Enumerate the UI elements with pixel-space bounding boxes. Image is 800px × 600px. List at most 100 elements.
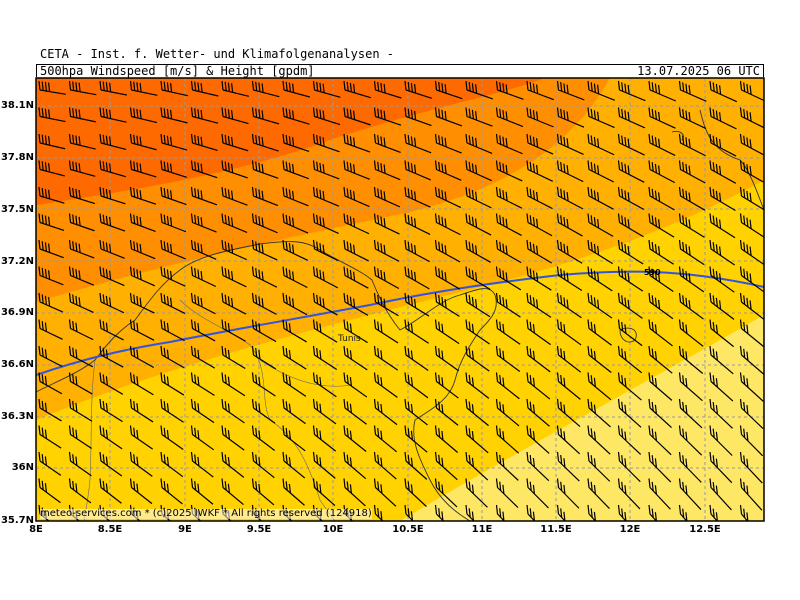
lat-tick-label: 37.5N [0, 204, 34, 215]
wind-barb [587, 345, 612, 373]
wind-barb [526, 213, 553, 237]
wind-barb [251, 292, 277, 315]
wind-barb [373, 451, 397, 480]
lon-tick-label: 9E [178, 524, 192, 535]
wind-barb [648, 213, 675, 238]
wind-barb [221, 133, 249, 152]
wind-barb [404, 292, 430, 317]
wind-barb [160, 186, 187, 206]
wind-barb [282, 266, 308, 289]
wind-barb [160, 292, 186, 314]
wind-barb [373, 133, 401, 153]
wind-barb [99, 345, 124, 368]
wind-barb [678, 504, 688, 521]
wind-barb [68, 478, 92, 504]
wind-barb [221, 266, 247, 288]
wind-barb [312, 372, 337, 398]
lon-tick-label: 8E [29, 524, 43, 535]
wind-barb [343, 80, 372, 99]
wind-barbs [38, 80, 764, 521]
wind-barb [38, 239, 64, 259]
lat-tick-label: 36.6N [0, 359, 34, 370]
wind-barb [373, 213, 400, 235]
wind-barb [343, 160, 370, 180]
wind-barb [434, 372, 459, 399]
wind-barb [68, 319, 94, 341]
wind-barb [648, 133, 676, 156]
wind-barb [556, 107, 585, 128]
wind-barb [526, 186, 553, 210]
wind-barb [251, 398, 276, 424]
wind-barb [648, 478, 671, 510]
wind-barb [221, 239, 247, 261]
wind-barb [129, 186, 157, 205]
wind-barb [68, 372, 93, 395]
wind-barb [739, 160, 764, 184]
wind-barb [160, 107, 188, 124]
wind-barb [312, 213, 339, 234]
wind-barb [373, 372, 398, 398]
wind-barb [404, 80, 433, 99]
wind-barb [343, 398, 367, 425]
wind-barb [434, 160, 462, 181]
wind-barb [678, 372, 703, 402]
wind-barb [587, 160, 615, 183]
wind-barb [190, 345, 216, 369]
lon-tick-label: 12.5E [689, 524, 721, 535]
wind-barb [251, 239, 278, 261]
wind-barb [251, 186, 279, 207]
wind-barb [190, 398, 215, 424]
wind-barb [434, 504, 445, 521]
wind-barb [251, 345, 277, 370]
wind-barb [282, 133, 310, 152]
wind-barb [404, 186, 431, 208]
wind-barb [709, 107, 737, 130]
lat-tick-label: 37.2N [0, 256, 34, 267]
wind-barb [648, 186, 675, 211]
wind-barb [251, 319, 277, 343]
wind-barb [495, 133, 523, 155]
wind-barb [38, 504, 50, 521]
wind-barb [190, 478, 214, 505]
contour-label: 590 [644, 268, 661, 277]
wind-barb [251, 425, 276, 451]
wind-barb [526, 160, 554, 182]
wind-barb [526, 345, 551, 373]
wind-barb [99, 213, 126, 232]
wind-barb [617, 80, 646, 102]
wind-barb [709, 266, 735, 293]
wind-barb [221, 478, 244, 506]
wind-barb [587, 398, 611, 428]
wind-barb [282, 319, 307, 343]
wind-barb [678, 239, 705, 266]
wind-barb [68, 425, 93, 449]
wind-barb [709, 319, 734, 348]
wind-barb [221, 372, 246, 397]
wind-barb [495, 451, 519, 481]
wind-barb [495, 292, 521, 318]
wind-barb [678, 186, 706, 211]
wind-barb [404, 133, 432, 154]
wind-barb [190, 239, 217, 260]
wind-barb [373, 425, 398, 453]
wind-barb [190, 107, 219, 124]
wind-barb [556, 266, 583, 292]
wind-barb [648, 239, 675, 265]
wind-barb [465, 319, 490, 345]
wind-barb [373, 239, 400, 262]
lon-tick-label: 8.5E [97, 524, 123, 535]
wind-barb [251, 160, 279, 179]
wind-barb [495, 266, 522, 291]
wind-barb [68, 398, 93, 422]
wind-barb [190, 213, 217, 233]
wind-barb [678, 319, 704, 347]
wind-barb [404, 213, 431, 235]
wind-barb [160, 478, 183, 505]
wind-barb [129, 319, 155, 341]
wind-barb [38, 186, 65, 204]
wind-barb [160, 213, 187, 233]
wind-barb [648, 504, 658, 521]
wind-barb [648, 372, 673, 401]
wind-barb [556, 239, 583, 264]
wind-barb [709, 160, 737, 184]
